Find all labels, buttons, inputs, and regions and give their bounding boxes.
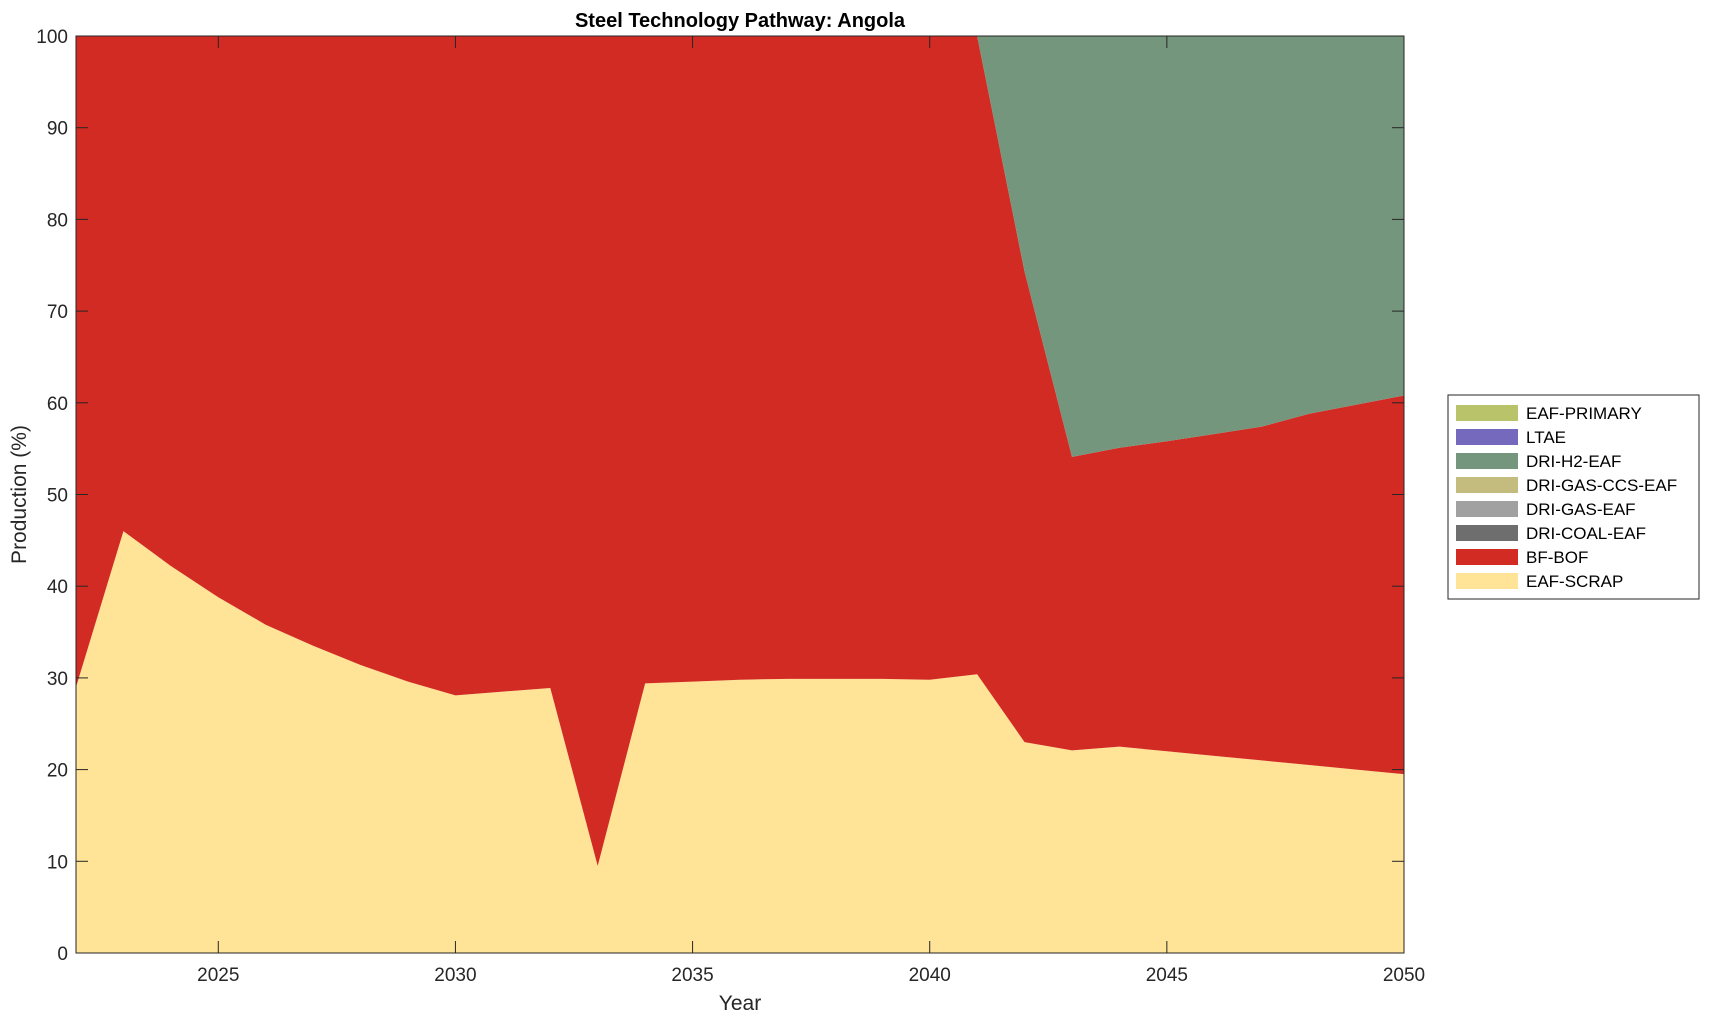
legend-swatch-bf-bof — [1456, 549, 1518, 565]
legend-label-dri-coal-eaf: DRI-COAL-EAF — [1526, 524, 1646, 543]
x-tick-label: 2030 — [434, 965, 476, 986]
legend-swatch-dri-gas-eaf — [1456, 501, 1518, 517]
y-tick-label: 60 — [47, 394, 68, 415]
axis-ticks: 2025 2030 2035 2040 2045 20500102030405060708… — [36, 27, 1425, 986]
y-tick-label: 40 — [47, 577, 68, 598]
y-tick-label: 30 — [47, 669, 68, 690]
x-tick-label: 2050 — [1383, 965, 1425, 986]
legend: EAF-PRIMARY LTAE DRI-H2-EAF DRI-GAS-CCS-EAF… — [1447, 394, 1700, 600]
legend-label-ltae: LTAE — [1526, 428, 1566, 447]
legend-label-dri-gas-eaf: DRI-GAS-EAF — [1526, 500, 1636, 519]
y-tick-label: 10 — [47, 852, 68, 873]
x-tick-label: 2035 — [671, 965, 713, 986]
legend-swatch-dri-coal-eaf — [1456, 525, 1518, 541]
legend-box — [1447, 394, 1700, 600]
x-axis-label: Year — [719, 992, 761, 1015]
legend-label-bf-bof: BF-BOF — [1526, 548, 1588, 567]
x-tick-label: 2025 — [197, 965, 239, 986]
y-tick-label: 80 — [47, 210, 68, 231]
area-eaf-scrap — [76, 531, 1404, 953]
legend-swatch-ltae — [1456, 429, 1518, 445]
y-axis-label: Production (%) — [8, 425, 31, 564]
area-bf-bof — [76, 36, 1404, 866]
legend-label-eaf-scrap: EAF-SCRAP — [1526, 572, 1623, 591]
legend-label-dri-gas-ccs-eaf: DRI-GAS-CCS-EAF — [1526, 476, 1677, 495]
legend-swatch-eaf-scrap — [1456, 573, 1518, 589]
legend-swatch-dri-gas-ccs-eaf — [1456, 477, 1518, 493]
y-tick-label: 20 — [47, 761, 68, 782]
legend-label-dri-h2-eaf: DRI-H2-EAF — [1526, 452, 1621, 471]
area-series-group — [76, 36, 1404, 953]
y-tick-label: 50 — [47, 486, 68, 507]
chart-title: Steel Technology Pathway: Angola — [575, 10, 906, 32]
x-tick-label: 2040 — [909, 965, 951, 986]
y-tick-label: 90 — [47, 119, 68, 140]
y-tick-label: 100 — [36, 27, 68, 48]
area-dri-h2-eaf — [76, 36, 1404, 457]
legend-label-eaf-primary: EAF-PRIMARY — [1526, 404, 1642, 423]
y-tick-label: 0 — [57, 944, 68, 965]
legend-swatch-dri-h2-eaf — [1456, 453, 1518, 469]
x-tick-label: 2045 — [1146, 965, 1188, 986]
y-tick-label: 70 — [47, 302, 68, 323]
legend-swatch-eaf-primary — [1456, 405, 1518, 421]
